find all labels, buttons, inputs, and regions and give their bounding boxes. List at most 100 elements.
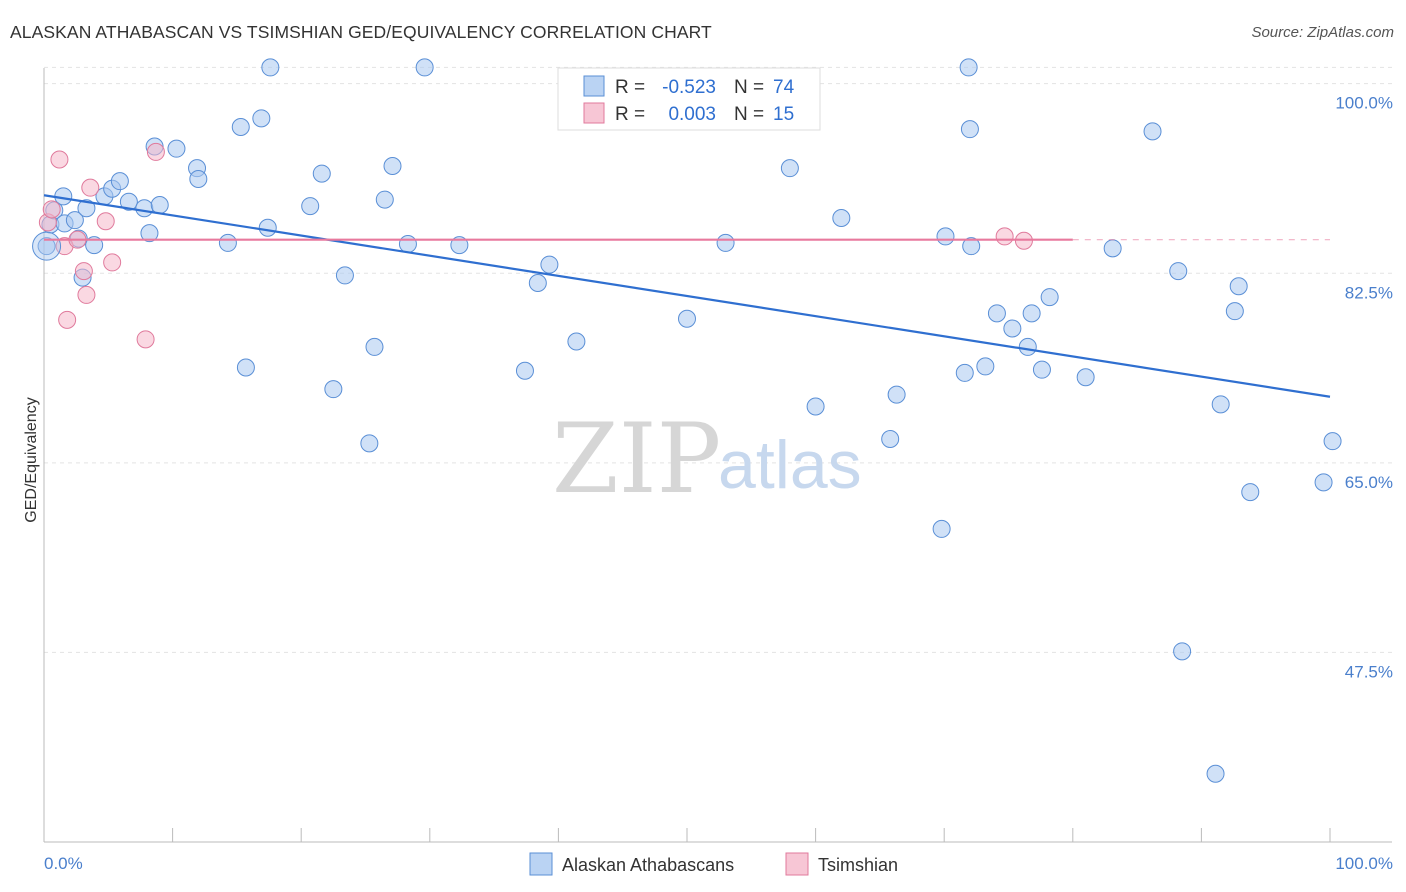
point-athabascan-41 [678,309,696,328]
stats-n-label-0: N = [734,77,764,98]
point-athabascan-59 [1032,360,1051,379]
point-athabascan-52 [960,120,979,139]
point-tsimshian-13 [995,227,1014,246]
series-legend: Alaskan Athabascans Tsimshian [529,852,898,876]
point-athabascan-39 [540,255,559,274]
point-tsimshian-12 [146,142,165,161]
point-athabascan-43 [780,159,799,178]
chart-title: ALASKAN ATHABASCAN VS TSIMSHIAN GED/EQUI… [10,22,712,42]
point-athabascan-62 [1103,239,1122,258]
y-axis-label: GED/Equivalency [23,397,40,522]
point-athabascan-64 [1169,262,1188,281]
point-athabascan-70 [1241,483,1260,502]
point-tsimshian-11 [136,330,155,349]
point-athabascan-46 [881,430,900,448]
point-athabascan-22 [252,109,271,128]
point-tsimshian-10 [103,253,122,272]
point-athabascan-65 [1173,642,1192,661]
point-athabascan-54 [976,357,995,376]
watermark-zip: ZIP [552,403,721,515]
stats-swatch-1 [583,102,605,124]
point-athabascan-53 [962,237,981,256]
x-tick-label-end: 100.0% [1335,854,1393,873]
point-tsimshian-7 [77,285,96,304]
point-athabascan-56 [1003,319,1022,338]
point-athabascan-60 [1040,288,1059,307]
point-athabascan-67 [1211,395,1230,414]
point-athabascan-71 [1314,473,1333,492]
point-athabascan-13 [135,199,154,218]
trend-line-athabascan [43,194,1331,398]
axes [43,68,1392,843]
y-tick-label-3: 100.0% [1335,94,1393,113]
stats-r-label-1: R = [615,104,645,125]
stats-swatch-0 [583,75,605,97]
point-athabascan-17 [167,139,186,158]
point-athabascan-48 [932,519,951,538]
data-points [32,58,1342,783]
legend-swatch-0 [529,852,553,876]
point-athabascan-16 [150,196,169,214]
point-athabascan-32 [375,190,394,209]
point-athabascan-8 [85,236,104,255]
watermark-atlas: atlas [718,427,862,503]
point-athabascan-69 [1229,277,1248,296]
point-athabascan-29 [335,266,354,285]
point-tsimshian-2 [50,150,69,169]
point-athabascan-33 [383,157,402,175]
point-athabascan-61 [1076,368,1095,387]
legend-label-1: Tsimshian [818,855,898,875]
point-athabascan-11 [110,172,129,191]
point-tsimshian-6 [74,262,93,281]
y-tick-label-1: 65.0% [1345,473,1393,492]
source-label: Source: ZipAtlas.com [1251,24,1394,41]
point-athabascan-55 [987,304,1006,323]
point-athabascan-25 [261,58,280,77]
point-athabascan-36 [450,236,469,255]
watermark: ZIP atlas [552,403,862,515]
point-athabascan-26 [301,197,320,216]
point-athabascan-58 [1022,304,1041,323]
point-tsimshian-4 [58,310,77,329]
point-tsimshian-1 [42,200,61,219]
gridlines [44,66,1392,653]
y-tick-label-0: 47.5% [1345,662,1393,681]
point-tsimshian-9 [96,212,115,231]
point-athabascan-51 [959,58,978,77]
point-athabascan-20 [218,233,237,252]
point-athabascan-57 [1018,337,1037,356]
point-athabascan-68 [1225,302,1244,321]
point-athabascan-30 [360,434,379,453]
point-athabascan-50 [955,363,974,382]
y-tick-label-2: 82.5% [1345,283,1393,302]
point-athabascan-49 [936,227,955,246]
stats-legend: R = -0.523 N = 74 R = 0.003 N = 15 [557,67,821,131]
point-athabascan-31 [365,337,384,356]
point-athabascan-7 [77,199,96,218]
point-athabascan-large [32,231,62,261]
point-athabascan-21 [231,118,250,136]
legend-swatch-1 [785,852,809,876]
point-athabascan-42 [716,233,735,252]
point-athabascan-66 [1206,764,1225,783]
point-athabascan-35 [415,58,434,77]
point-athabascan-40 [567,332,586,351]
point-athabascan-44 [806,397,825,416]
point-athabascan-63 [1143,122,1162,141]
stats-n-value-0: 74 [773,77,795,98]
point-athabascan-72 [1323,432,1342,451]
stats-r-value-1: 0.003 [668,104,716,125]
trend-lines [43,194,1331,398]
point-athabascan-24 [258,218,277,237]
point-tsimshian-8 [81,178,100,197]
point-athabascan-14 [140,224,159,243]
point-athabascan-38 [528,274,547,292]
point-athabascan-37 [515,361,534,380]
point-athabascan-47 [887,385,906,404]
point-athabascan-19 [189,170,208,188]
point-athabascan-12 [119,192,138,211]
stats-n-label-1: N = [734,104,764,125]
point-athabascan-4 [65,211,84,230]
point-athabascan-45 [832,209,851,227]
